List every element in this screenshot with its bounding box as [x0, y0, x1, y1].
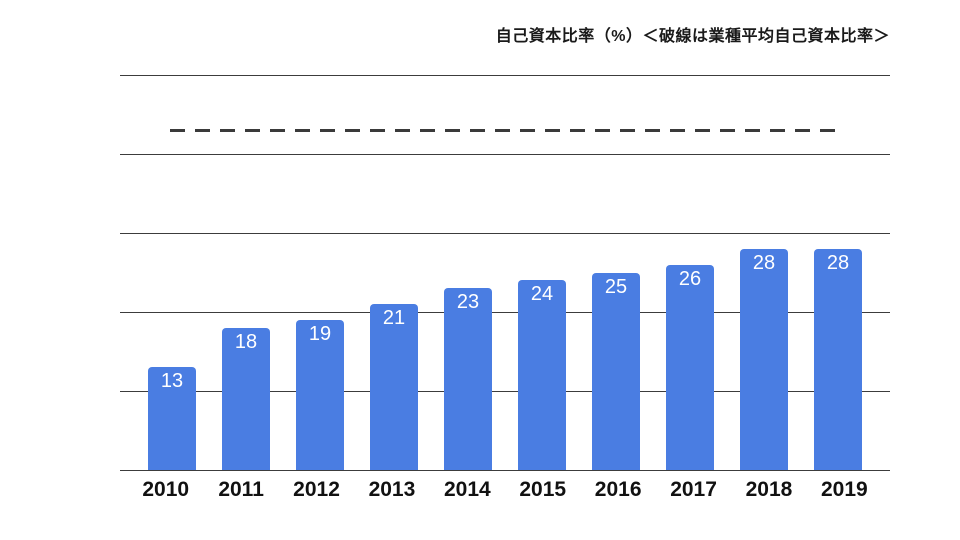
x-axis-label-2016: 2016 [594, 478, 642, 501]
bar-2018: 28 [740, 248, 788, 470]
bar-value-label: 21 [382, 307, 406, 330]
bar-2014: 23 [444, 288, 492, 470]
bar-2013: 21 [370, 304, 418, 470]
x-axis-label-2010: 2010 [142, 478, 190, 501]
x-axis-label-2013: 2013 [368, 478, 416, 501]
bar-value-label: 28 [752, 251, 776, 274]
bar-2017: 26 [666, 264, 714, 470]
x-axis-label-2017: 2017 [670, 478, 717, 501]
bar-2011: 18 [222, 327, 270, 470]
gridline [120, 75, 890, 76]
x-axis-label-2011: 2011 [218, 478, 264, 501]
bar-2019: 28 [814, 248, 862, 470]
bar-value-label: 24 [530, 283, 554, 306]
x-axis-line [120, 470, 890, 471]
x-axis-label-2019: 2019 [821, 478, 868, 501]
bar-2016: 25 [592, 272, 640, 470]
bar-2012: 19 [296, 319, 344, 470]
industry-average-dashed-line [170, 129, 845, 133]
gridline [120, 154, 890, 155]
bar-value-label: 13 [160, 370, 184, 393]
bar-2015: 24 [518, 280, 566, 470]
gridline [120, 391, 890, 392]
chart-title: 自己資本比率（%）＜破線は業種平均自己資本比率＞ [495, 28, 890, 45]
bars-layer: 13 18 19 21 23 24 25 26 28 28 [120, 75, 890, 470]
bar-value-label: 23 [456, 291, 480, 314]
x-axis-label-2015: 2015 [519, 478, 567, 501]
plot-area: 13 18 19 21 23 24 25 26 28 28 [120, 75, 890, 471]
bar-value-label: 26 [678, 267, 702, 290]
bar-value-label: 25 [604, 275, 628, 298]
gridline [120, 312, 890, 313]
x-axis-label-2014: 2014 [443, 478, 491, 501]
bar-value-label: 28 [826, 251, 850, 274]
x-axis-label-2012: 2012 [293, 478, 340, 501]
x-axis: 2010 2011 2012 2013 2014 2015 2016 2017 2018 2019 [120, 478, 890, 502]
x-axis-label-2018: 2018 [745, 478, 793, 501]
gridline [120, 233, 890, 234]
bar-value-label: 18 [234, 330, 258, 353]
bar-2010: 13 [148, 367, 196, 470]
bar-value-label: 19 [308, 322, 332, 345]
